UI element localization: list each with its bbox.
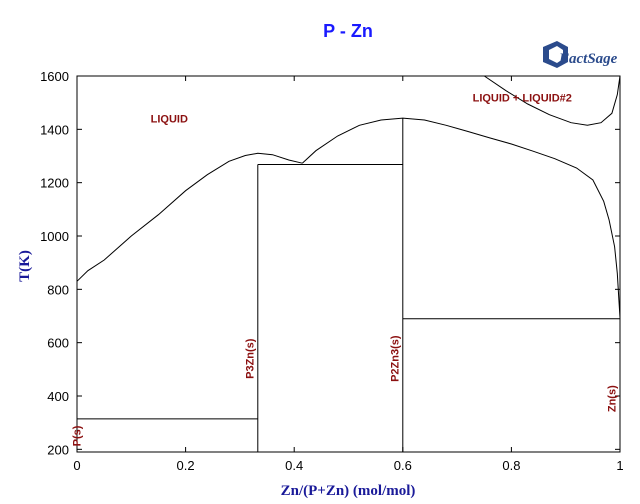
x-axis-ticks: 0 0.2 0.4 0.6 0.8 1 [73, 76, 624, 473]
y-tick-label: 200 [47, 442, 69, 457]
phase-label: P2Zn3(s) [390, 335, 402, 382]
x-tick-label: 0.6 [394, 458, 412, 473]
phase-boundary-line [484, 75, 621, 126]
phase-boundaries [76, 75, 621, 452]
y-tick-label: 1600 [40, 69, 69, 84]
phase-label: LIQUID [151, 114, 188, 126]
chart-title: P - Zn [323, 21, 373, 41]
y-axis-label: T(K) [17, 250, 33, 282]
phase-boundary-line [76, 152, 303, 282]
x-tick-label: 1 [616, 458, 623, 473]
plot-frame [76, 75, 621, 453]
factsage-logo: FactSage [543, 41, 618, 68]
phase-label: Zn(s) [607, 385, 619, 412]
x-axis-label: Zn/(P+Zn) (mol/mol) [281, 483, 416, 499]
y-tick-label: 1000 [40, 229, 69, 244]
factsage-logo-mark-inner [549, 46, 563, 63]
y-axis-ticks: 200 400 600 800 1000 1200 1400 1600 [40, 69, 620, 457]
y-tick-label: 1400 [40, 122, 69, 137]
phase-label: LIQUID + LIQUID#2 [473, 92, 572, 104]
y-tick-label: 600 [47, 336, 69, 351]
phase-boundary-line [301, 117, 621, 318]
phase-label: P(s) [71, 425, 83, 446]
x-tick-label: 0 [73, 458, 80, 473]
y-tick-label: 400 [47, 389, 69, 404]
phase-label: P3Zn(s) [245, 338, 257, 379]
x-tick-label: 0.4 [285, 458, 303, 473]
y-tick-label: 1200 [40, 176, 69, 191]
x-tick-label: 0.8 [502, 458, 520, 473]
factsage-logo-text: FactSage [558, 51, 618, 67]
x-tick-label: 0.2 [177, 458, 195, 473]
y-tick-label: 800 [47, 282, 69, 297]
phase-labels: LIQUID LIQUID + LIQUID#2 P(s) P3Zn(s) P2Zn3(… [71, 92, 618, 446]
